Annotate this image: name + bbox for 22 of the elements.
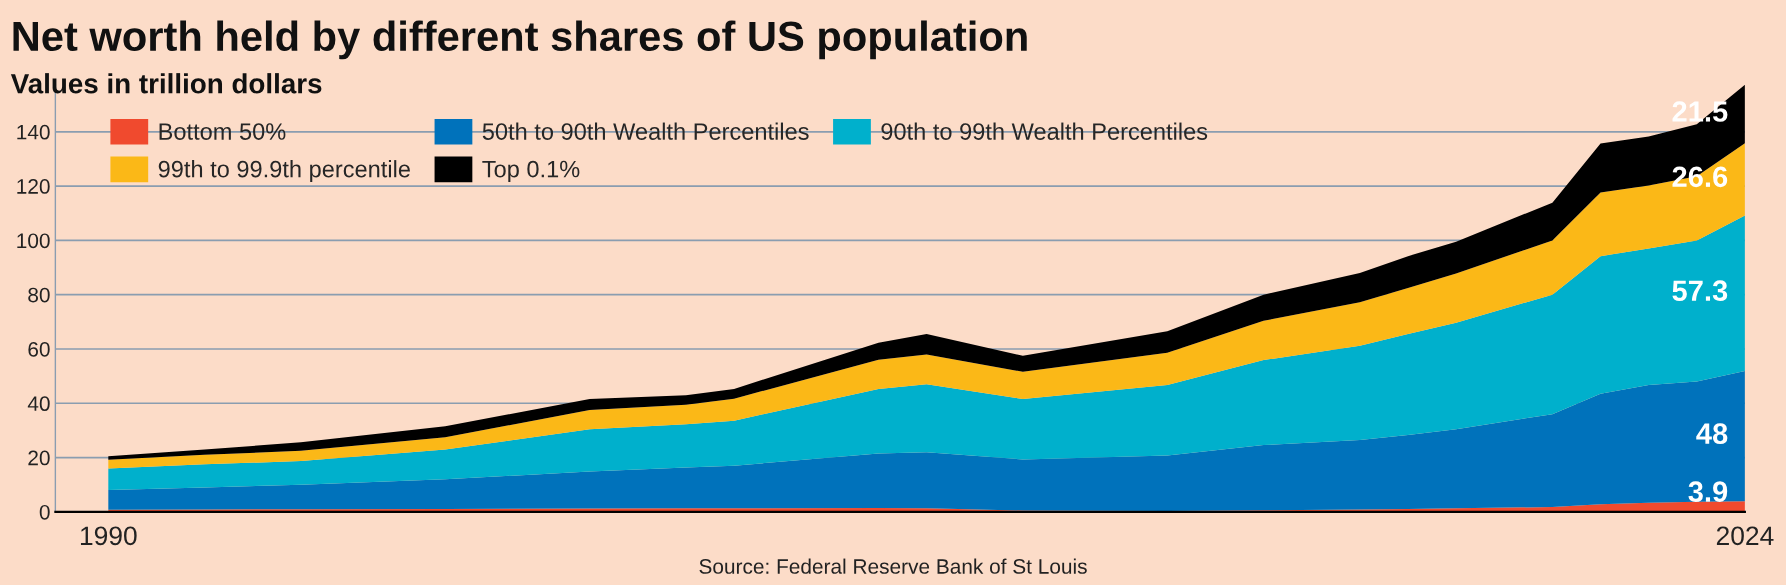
data-label: 57.3 [1672, 280, 1728, 302]
y-tick-label: 100 [17, 233, 50, 249]
x-tick-label: 1990 [80, 526, 137, 546]
source-note: Source: Federal Reserve Bank of St Louis [699, 558, 1087, 574]
data-label: 3.9 [1688, 481, 1728, 502]
x-tick-label: 2024 [1716, 526, 1774, 546]
y-tick-label: 0 [39, 504, 50, 520]
y-tick-label: 140 [17, 124, 50, 140]
legend-label: 90th to 99th Wealth Percentiles [881, 122, 1208, 140]
data-label: 26.6 [1672, 166, 1728, 188]
legend-label: 50th to 90th Wealth Percentiles [482, 122, 809, 140]
y-tick-label: 120 [17, 179, 50, 194]
legend-label: Top 0.1% [482, 160, 580, 183]
legend-label: Bottom 50% [159, 123, 286, 140]
legend-label: 99th to 99.9th percentile [158, 160, 410, 183]
data-label: 48 [1696, 423, 1728, 444]
chart-subtitle: Values in trillion dollars [10, 73, 322, 94]
y-tick-label: 60 [28, 341, 50, 357]
y-tick-label: 40 [27, 396, 50, 412]
y-tick-label: 20 [28, 450, 50, 466]
chart-title: Net worth held by different shares of US population [13, 20, 1027, 60]
y-tick-label: 80 [28, 287, 50, 303]
